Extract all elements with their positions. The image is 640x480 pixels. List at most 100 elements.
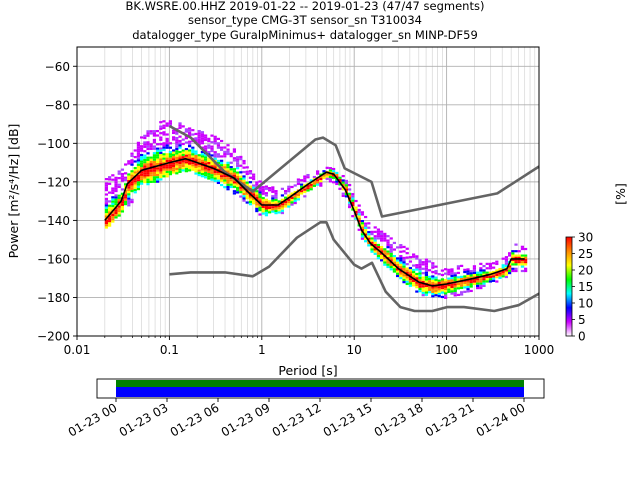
psd-cell — [328, 180, 333, 183]
psd-cell — [242, 181, 246, 185]
psd-cell — [213, 166, 217, 169]
psd-cell — [482, 264, 486, 268]
psd-cell — [274, 207, 278, 210]
psd-cell — [146, 165, 150, 168]
psd-cell — [415, 286, 419, 289]
psd-cell — [284, 203, 288, 206]
psd-cell — [162, 148, 166, 152]
psd-cell — [213, 175, 217, 178]
psd-cell — [428, 277, 432, 281]
psd-cell — [476, 286, 480, 290]
psd-cell — [460, 264, 464, 267]
psd-cell — [399, 244, 403, 247]
psd-cell — [520, 258, 525, 262]
psd-cell — [207, 159, 211, 162]
psd-cell — [114, 178, 118, 182]
psd-cell — [159, 178, 163, 181]
psd-cell — [434, 278, 438, 281]
psd-cell — [220, 139, 224, 143]
psd-cell — [133, 169, 137, 172]
psd-cell — [287, 187, 291, 191]
psd-cell — [488, 271, 493, 274]
psd-cell — [204, 156, 208, 159]
psd-cell — [261, 190, 265, 193]
psd-cell — [524, 256, 528, 259]
psd-cell — [104, 186, 109, 190]
psd-cell — [492, 277, 496, 280]
psd-cell — [274, 194, 278, 197]
psd-cell — [140, 147, 144, 150]
psd-cell — [514, 269, 518, 273]
psd-cell — [149, 158, 153, 161]
psd-cell — [469, 270, 473, 273]
psd-cell — [466, 272, 470, 275]
psd-cell — [162, 168, 166, 171]
psd-cell — [140, 162, 144, 165]
psd-cell — [466, 288, 470, 291]
psd-cell — [191, 164, 195, 167]
psd-cell — [463, 268, 467, 271]
psd-cell — [146, 147, 150, 151]
psd-cell — [194, 150, 198, 153]
psd-cell — [133, 191, 137, 194]
psd-cell — [264, 214, 269, 217]
psd-cell — [130, 185, 134, 188]
psd-cell — [437, 279, 441, 282]
psd-cell — [434, 280, 438, 284]
psd-cell — [156, 143, 160, 146]
psd-cell — [133, 180, 137, 183]
psd-cell — [437, 290, 441, 293]
psd-cell — [120, 168, 125, 171]
psd-cell — [191, 168, 195, 171]
psd-cell — [280, 198, 285, 201]
psd-cell — [424, 267, 429, 270]
psd-cell — [364, 226, 368, 230]
psd-cell — [434, 269, 438, 273]
psd-cell — [364, 215, 368, 219]
psd-cell — [412, 279, 416, 283]
psd-cell — [280, 211, 285, 215]
psd-cell — [376, 252, 381, 255]
psd-cell — [399, 277, 403, 280]
psd-cell — [178, 139, 182, 143]
psd-cell — [104, 213, 109, 216]
psd-cell — [402, 278, 406, 282]
psd-cell — [200, 155, 205, 158]
psd-cell — [229, 168, 233, 171]
psd-cell — [456, 271, 461, 275]
psd-cell — [181, 151, 185, 154]
psd-cell — [517, 261, 521, 264]
psd-cell — [293, 184, 297, 187]
psd-cell — [287, 203, 291, 206]
psd-cell — [274, 212, 278, 215]
psd-cell — [165, 168, 169, 171]
psd-cell — [264, 207, 269, 210]
psd-cell — [428, 291, 432, 294]
psd-cell — [172, 136, 176, 139]
psd-cell — [117, 207, 121, 211]
psd-cell — [408, 273, 413, 276]
psd-cell — [271, 199, 275, 202]
psd-cell — [380, 237, 384, 240]
psd-cell — [229, 166, 233, 169]
psd-cell — [175, 147, 179, 151]
psd-cell — [111, 220, 115, 223]
psd-cell — [181, 125, 185, 128]
psd-cell — [191, 133, 195, 136]
psd-cell — [332, 181, 336, 184]
psd-cell — [360, 222, 365, 225]
psd-cell — [380, 235, 384, 238]
psd-cell — [482, 269, 486, 272]
colorbar-tick-label: 5 — [578, 313, 586, 327]
psd-cell — [207, 177, 211, 180]
psd-cell — [408, 271, 413, 274]
psd-cell — [204, 163, 208, 166]
psd-cell — [104, 202, 109, 205]
psd-cell — [178, 150, 182, 154]
psd-cell — [492, 273, 496, 276]
psd-cell — [140, 178, 144, 181]
psd-cell — [466, 285, 470, 289]
psd-cell — [399, 255, 403, 258]
psd-cell — [165, 137, 169, 141]
psd-cell — [412, 273, 416, 276]
